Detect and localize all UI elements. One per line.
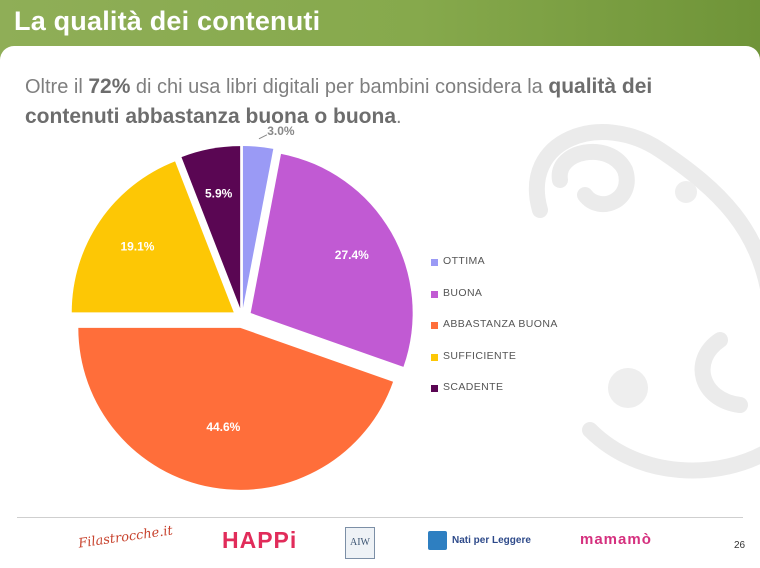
legend-swatch (431, 322, 438, 329)
legend-label: ABBASTANZA BUONA (443, 318, 558, 330)
nati-per-leggere-label: Nati per Leggere (452, 535, 531, 546)
legend-item-sufficiente: SUFFICIENTE (431, 350, 558, 382)
happi-logo: HAPPi (222, 527, 298, 553)
legend-label: OTTIMA (443, 255, 486, 267)
chart-legend: OTTIMA BUONA ABBASTANZA BUONA SUFFICIENTE SC… (431, 255, 558, 413)
subtitle-text-3: . (396, 106, 402, 128)
legend-label: BUONA (443, 286, 483, 299)
pie-slice-buona (250, 153, 413, 367)
data-label-buona: 27.4% (335, 248, 369, 262)
pie-slice-abbastanza-buona (78, 327, 394, 490)
pie-slice-sufficiente (71, 161, 234, 313)
subtitle-text-2: di chi usa libri digitali per bambini co… (130, 76, 549, 98)
legend-swatch (431, 259, 438, 266)
legend-item-scadente: SCADENTE (431, 381, 558, 413)
legend-swatch (431, 353, 438, 361)
data-label-scadente: 5.9% (205, 187, 233, 201)
legend-item-buona: BUONA (431, 287, 558, 319)
subtitle-highlight-quality: qualità dei contenuti abbastanza buona o… (25, 75, 653, 128)
data-label-abbastanza-buona: 44.6% (206, 420, 240, 434)
legend-swatch (431, 385, 438, 392)
footer-divider (17, 517, 743, 518)
subtitle: Oltre il 72% di chi usa libri digitali p… (25, 72, 745, 132)
data-label-sufficiente: 19.1% (120, 239, 154, 253)
mamamo-logo: mamamò (580, 531, 652, 548)
legend-label: SUFFICIENTE (443, 349, 517, 362)
legend-label: SCADENTE (443, 381, 504, 393)
pie-slice-scadente (181, 146, 241, 309)
legend-swatch (431, 290, 438, 298)
legend-item-ottima: OTTIMA (431, 255, 558, 287)
legend-item-abbastanza-buona: ABBASTANZA BUONA (431, 318, 558, 350)
nati-per-leggere-icon (428, 531, 447, 550)
data-label-ottima: 3.0% (267, 124, 295, 138)
label-leader-line (258, 134, 268, 140)
pie-slice-ottima (242, 146, 274, 309)
subtitle-text-1: Oltre il (25, 76, 89, 98)
page-number: 26 (734, 540, 746, 551)
page-title: La qualità dei contenuti (14, 6, 321, 36)
aiw-logo: AIW (345, 527, 375, 559)
subtitle-highlight-percent: 72% (88, 75, 131, 98)
nati-per-leggere-logo: Nati per Leggere (428, 531, 531, 550)
